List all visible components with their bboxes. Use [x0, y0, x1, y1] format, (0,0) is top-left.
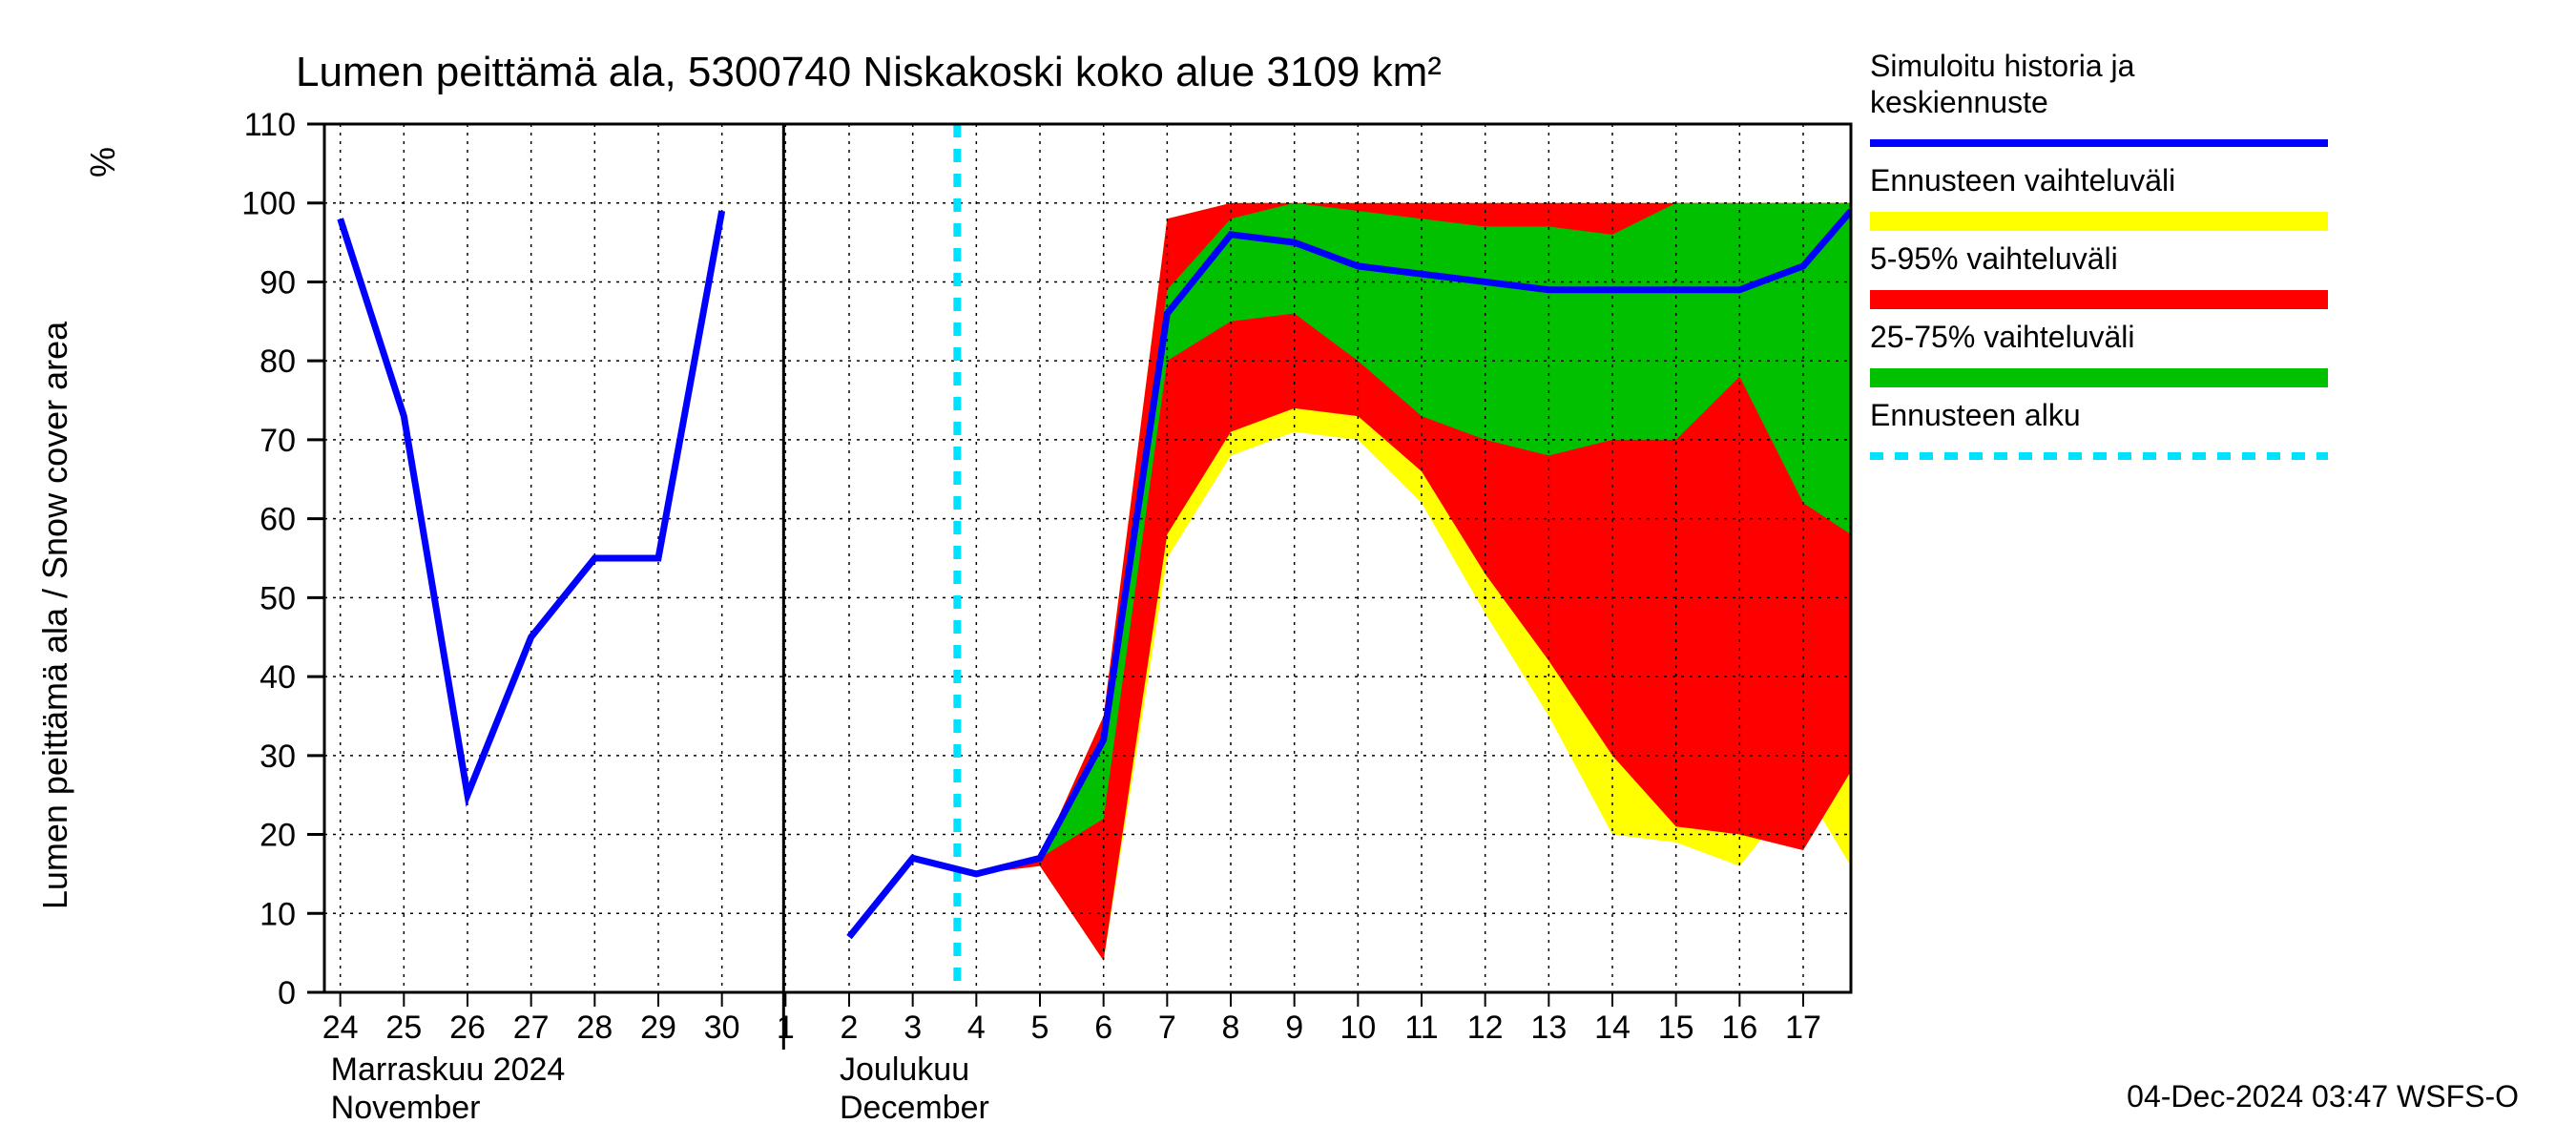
ytick-label: 90 [260, 264, 296, 301]
chart-title: Lumen peittämä ala, 5300740 Niskakoski k… [296, 49, 1442, 95]
ytick-label: 80 [260, 344, 296, 380]
ytick-label: 30 [260, 739, 296, 775]
xtick-label: 15 [1658, 1010, 1694, 1046]
xtick-label: 25 [385, 1010, 422, 1046]
month-label: Joulukuu [840, 1051, 969, 1088]
xtick-label: 14 [1594, 1010, 1631, 1046]
ytick-label: 100 [241, 186, 296, 222]
xtick-label: 11 [1404, 1010, 1438, 1046]
legend-label: Ennusteen alku [1870, 398, 2081, 432]
month-label: November [331, 1090, 481, 1126]
xtick-label: 8 [1222, 1010, 1240, 1046]
ytick-label: 50 [260, 580, 296, 616]
chart-container: 0102030405060708090100110242526272829301… [0, 0, 2576, 1145]
legend-label: 5-95% vaihteluväli [1870, 241, 2118, 276]
xtick-label: 6 [1094, 1010, 1112, 1046]
y-axis-label: Lumen peittämä ala / Snow cover area [35, 321, 74, 909]
xtick-label: 1 [777, 1010, 795, 1046]
ytick-label: 0 [278, 975, 296, 1011]
xtick-label: 28 [576, 1010, 613, 1046]
xtick-label: 29 [640, 1010, 676, 1046]
xtick-label: 3 [904, 1010, 922, 1046]
legend-label: Simuloitu historia ja [1870, 49, 2135, 83]
month-label: Marraskuu 2024 [331, 1051, 566, 1088]
xtick-label: 17 [1785, 1010, 1821, 1046]
xtick-label: 7 [1158, 1010, 1176, 1046]
ytick-label: 20 [260, 818, 296, 854]
ytick-label: 10 [260, 896, 296, 932]
ytick-label: 110 [244, 107, 296, 143]
xtick-label: 5 [1031, 1010, 1049, 1046]
bands [976, 203, 1851, 961]
xtick-label: 13 [1530, 1010, 1567, 1046]
month-label: December [840, 1090, 989, 1126]
ytick-label: 60 [260, 502, 296, 538]
xtick-label: 30 [704, 1010, 740, 1046]
ytick-label: 40 [260, 659, 296, 696]
legend-label: keskiennuste [1870, 85, 2048, 119]
legend-label: Ennusteen vaihteluväli [1870, 163, 2175, 198]
xtick-label: 2 [841, 1010, 859, 1046]
ytick-label: 70 [260, 423, 296, 459]
xtick-label: 24 [322, 1010, 359, 1046]
legend-label: 25-75% vaihteluväli [1870, 320, 2135, 354]
xtick-label: 10 [1340, 1010, 1376, 1046]
xtick-label: 26 [449, 1010, 486, 1046]
xtick-label: 12 [1467, 1010, 1504, 1046]
xtick-label: 4 [967, 1010, 986, 1046]
chart-svg: 0102030405060708090100110242526272829301… [0, 0, 2576, 1145]
y-axis-unit: % [83, 147, 122, 177]
xtick-label: 16 [1721, 1010, 1757, 1046]
xtick-label: 27 [513, 1010, 550, 1046]
footer-timestamp: 04-Dec-2024 03:47 WSFS-O [2127, 1079, 2519, 1114]
xtick-label: 9 [1285, 1010, 1303, 1046]
